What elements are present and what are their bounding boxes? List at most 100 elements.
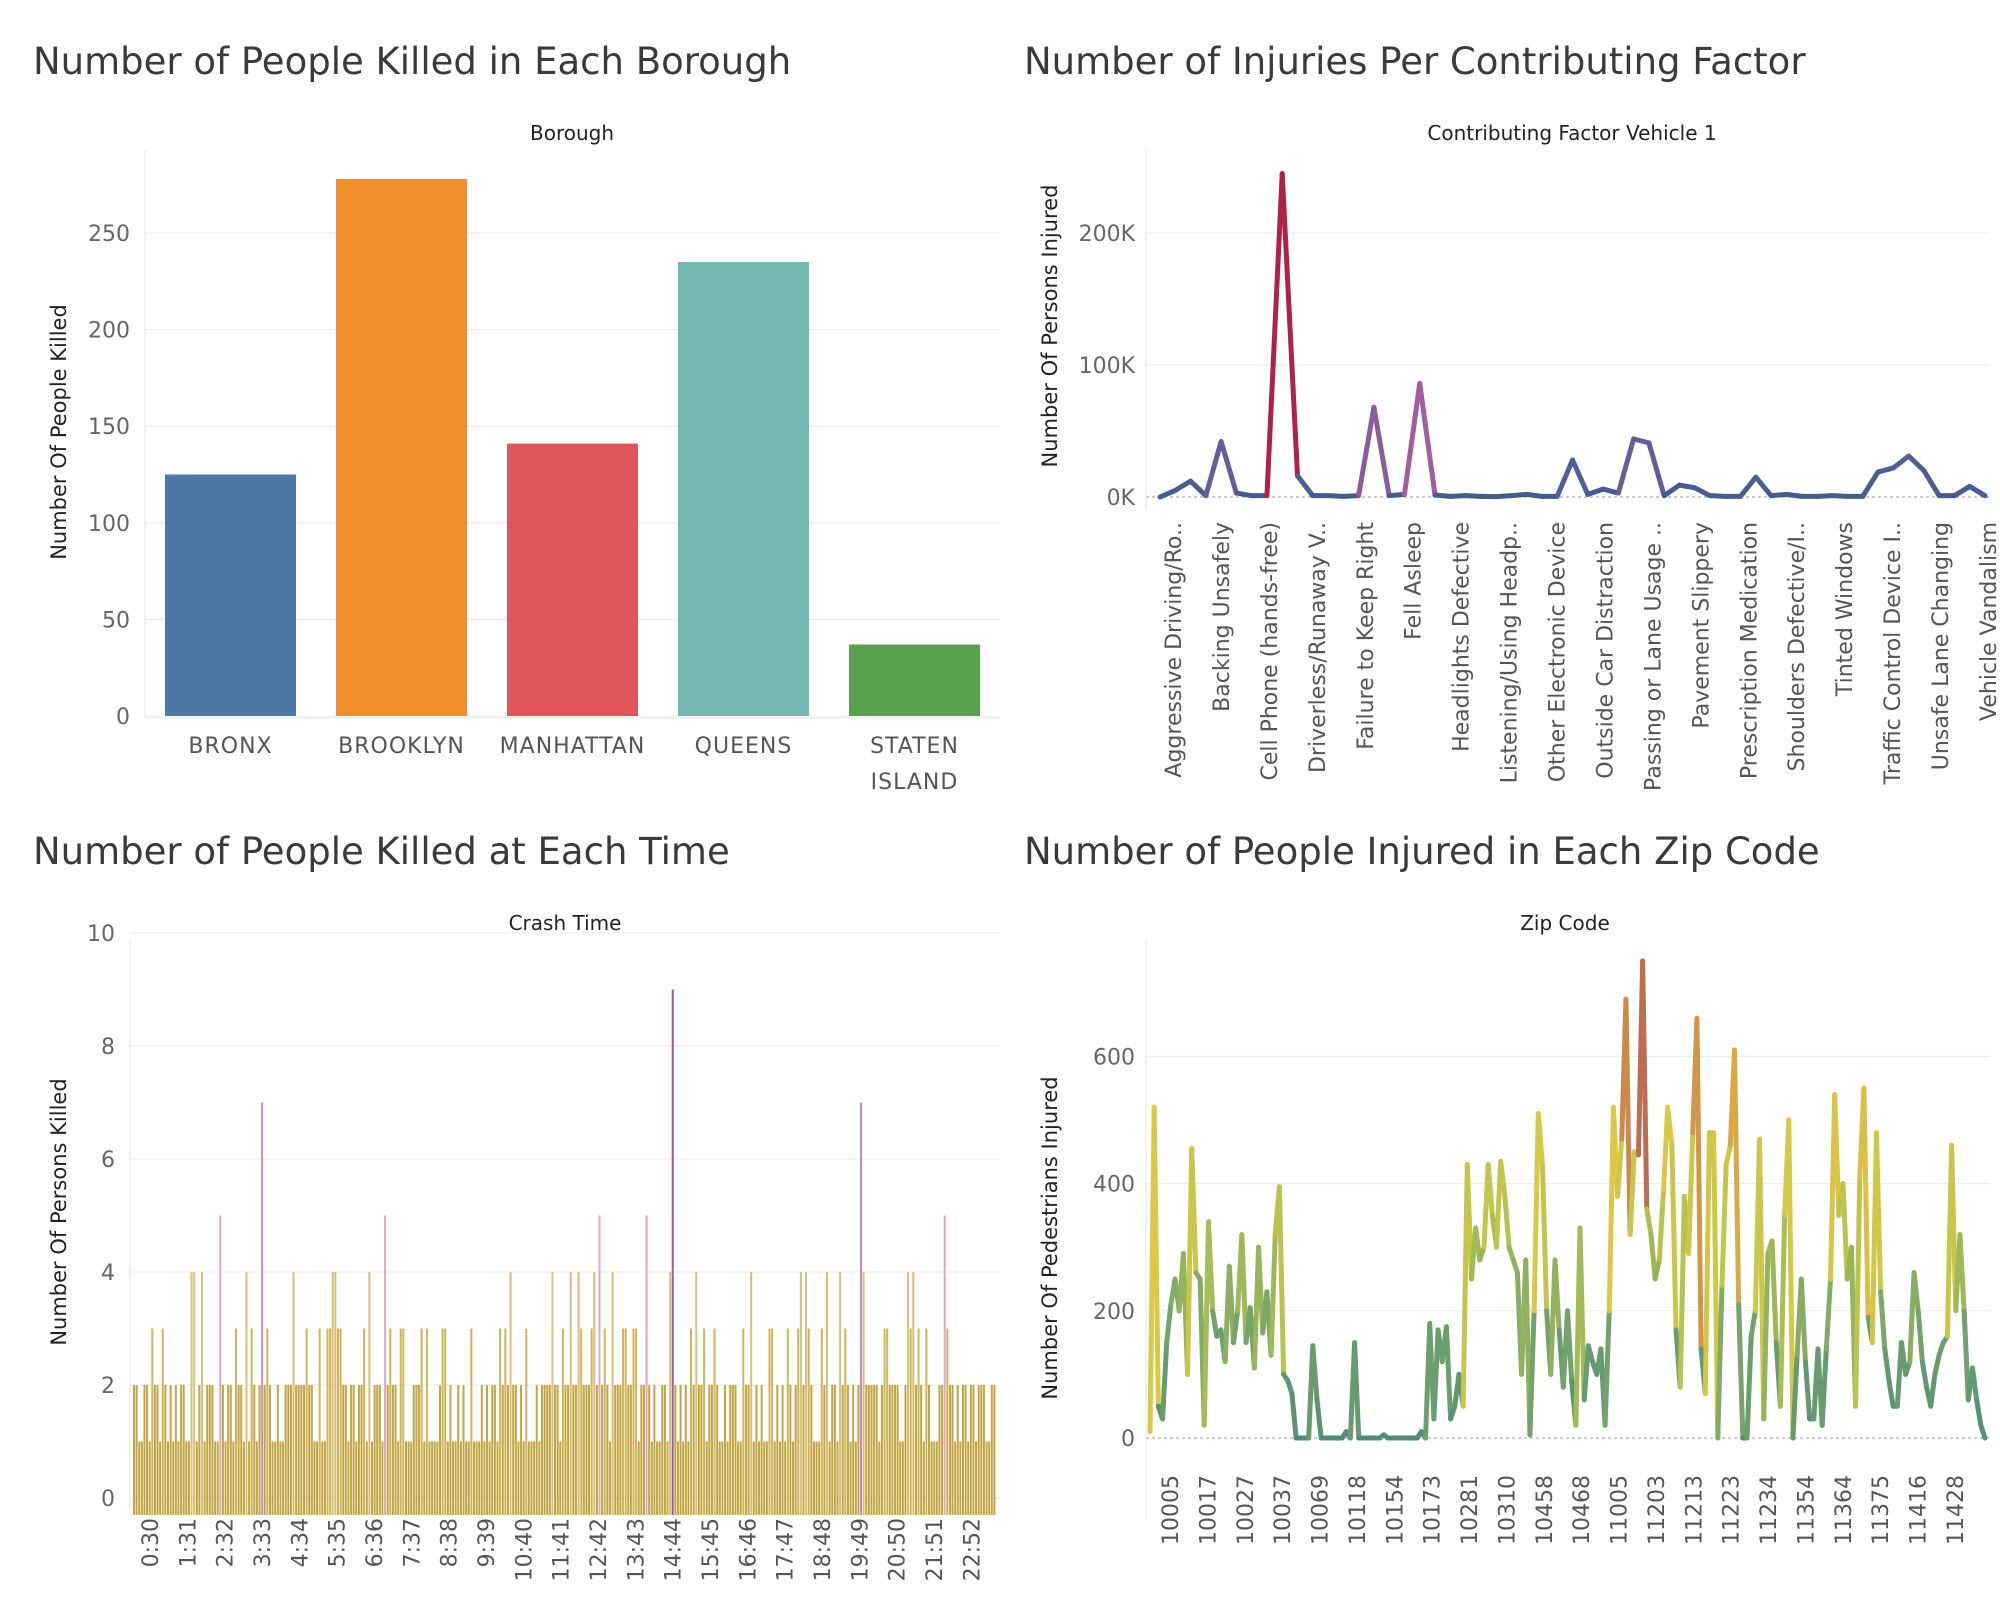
line-segment <box>1264 171 1285 499</box>
bar-brooklyn <box>336 178 467 717</box>
x-tick-label: Other Electronic Device <box>1546 522 1571 782</box>
time-bar <box>608 1441 611 1515</box>
y-axis-title: Number Of Pedestrians Injured <box>1038 1076 1062 1399</box>
y-axis-title: Number Of Persons Injured <box>1038 185 1062 468</box>
time-bar <box>182 1385 185 1515</box>
time-bar <box>692 1385 695 1515</box>
y-tick-label: 0 <box>101 1487 115 1512</box>
chart-title-killed-by-time: Number of People Killed at Each Time <box>33 830 730 873</box>
time-bar <box>360 1385 363 1515</box>
time-bar <box>159 1441 162 1515</box>
time-bar <box>428 1441 431 1515</box>
time-bar <box>666 1441 669 1515</box>
x-tick-label: 4:34 <box>288 1518 313 1567</box>
x-tick-label: 0:30 <box>139 1518 164 1567</box>
time-bar <box>972 1385 975 1515</box>
time-bar <box>386 1385 389 1515</box>
x-tick-label: 11234 <box>1757 1475 1782 1545</box>
y-tick-label: 0K <box>1107 486 1136 511</box>
time-bar <box>504 1328 507 1515</box>
panel-injured-by-zip: Number of People Injured in Each Zip Cod… <box>1000 800 2000 1600</box>
time-bar <box>917 1328 920 1515</box>
y-tick-label: 200 <box>88 319 130 344</box>
time-bar <box>828 1441 831 1515</box>
time-bar <box>389 1328 392 1515</box>
time-bar <box>582 1385 585 1515</box>
x-tick-label: Tinted Windows <box>1833 522 1858 697</box>
x-tick-label: 11428 <box>1944 1475 1969 1545</box>
time-bar <box>491 1385 494 1515</box>
time-bar <box>977 1385 980 1515</box>
time-bar <box>611 1272 614 1515</box>
line-segment <box>1814 493 1835 499</box>
time-bar <box>250 1328 253 1515</box>
time-bar <box>883 1328 886 1515</box>
time-bar <box>323 1441 326 1515</box>
line-segment <box>1188 478 1209 499</box>
time-bar <box>622 1328 625 1515</box>
time-bar <box>870 1385 873 1515</box>
time-bar <box>786 1328 789 1515</box>
x-tick-label: 10154 <box>1383 1475 1408 1545</box>
time-bar <box>792 1441 795 1515</box>
time-bar <box>969 1385 972 1515</box>
time-bar <box>925 1328 928 1515</box>
time-bar <box>755 1385 758 1515</box>
time-bar <box>656 1441 659 1515</box>
line-segment <box>1677 1193 1687 1390</box>
time-bar <box>888 1385 891 1515</box>
time-bar <box>289 1385 292 1515</box>
time-bar <box>433 1441 436 1515</box>
time-bar <box>551 1272 554 1515</box>
time-bar <box>381 1441 384 1515</box>
factor-line-chart: Contributing Factor Vehicle 1 0K 100K 200K A… <box>1038 121 2000 791</box>
x-tick-label: 3:33 <box>251 1518 276 1567</box>
time-bar <box>763 1441 766 1515</box>
time-bar <box>229 1385 232 1515</box>
time-bar <box>624 1328 627 1515</box>
time-bar <box>922 1441 925 1515</box>
time-bar <box>585 1385 588 1515</box>
x-tick-label: 20:50 <box>886 1518 911 1581</box>
line-segment <box>1615 436 1637 496</box>
line-segment <box>1268 1231 1278 1358</box>
category-label: STATEN <box>870 734 959 759</box>
time-bar <box>593 1272 596 1515</box>
time-bar <box>750 1272 753 1515</box>
time-bar <box>347 1441 350 1515</box>
time-bar <box>363 1328 366 1515</box>
time-bar <box>263 1385 266 1515</box>
time-bar <box>279 1441 282 1515</box>
time-bar <box>316 1441 319 1515</box>
time-bar <box>462 1385 465 1515</box>
y-tick-label: 100 <box>88 512 130 537</box>
time-bar <box>454 1441 457 1515</box>
time-bar <box>350 1385 353 1515</box>
time-bar <box>907 1272 910 1515</box>
time-bar <box>789 1385 792 1515</box>
time-bar <box>208 1385 211 1515</box>
time-bar <box>640 1385 643 1515</box>
time-bar <box>543 1385 546 1515</box>
x-tick-label: 10:40 <box>512 1518 537 1581</box>
x-tick-label: 14:44 <box>662 1518 687 1581</box>
line-segment <box>1823 1276 1834 1352</box>
time-bar <box>206 1385 209 1515</box>
y-tick-label: 10 <box>87 922 115 947</box>
line-segment <box>1585 486 1606 497</box>
time-bar <box>457 1385 460 1515</box>
time-bar <box>438 1385 441 1515</box>
line-segment <box>1686 1130 1696 1257</box>
time-bar <box>436 1441 439 1515</box>
time-bar <box>734 1385 737 1515</box>
time-bar <box>676 1441 679 1515</box>
x-tick-label: 1:31 <box>176 1518 201 1567</box>
x-tick-label: 10458 <box>1533 1475 1558 1545</box>
bar-manhattan <box>507 443 638 716</box>
time-bar <box>650 1441 653 1515</box>
y-tick-label: 100K <box>1079 354 1136 379</box>
time-bar <box>826 1272 829 1515</box>
time-bar <box>679 1385 682 1515</box>
panel-killed-by-borough: Number of People Killed in Each Borough … <box>0 0 1000 800</box>
time-bar <box>302 1385 305 1515</box>
